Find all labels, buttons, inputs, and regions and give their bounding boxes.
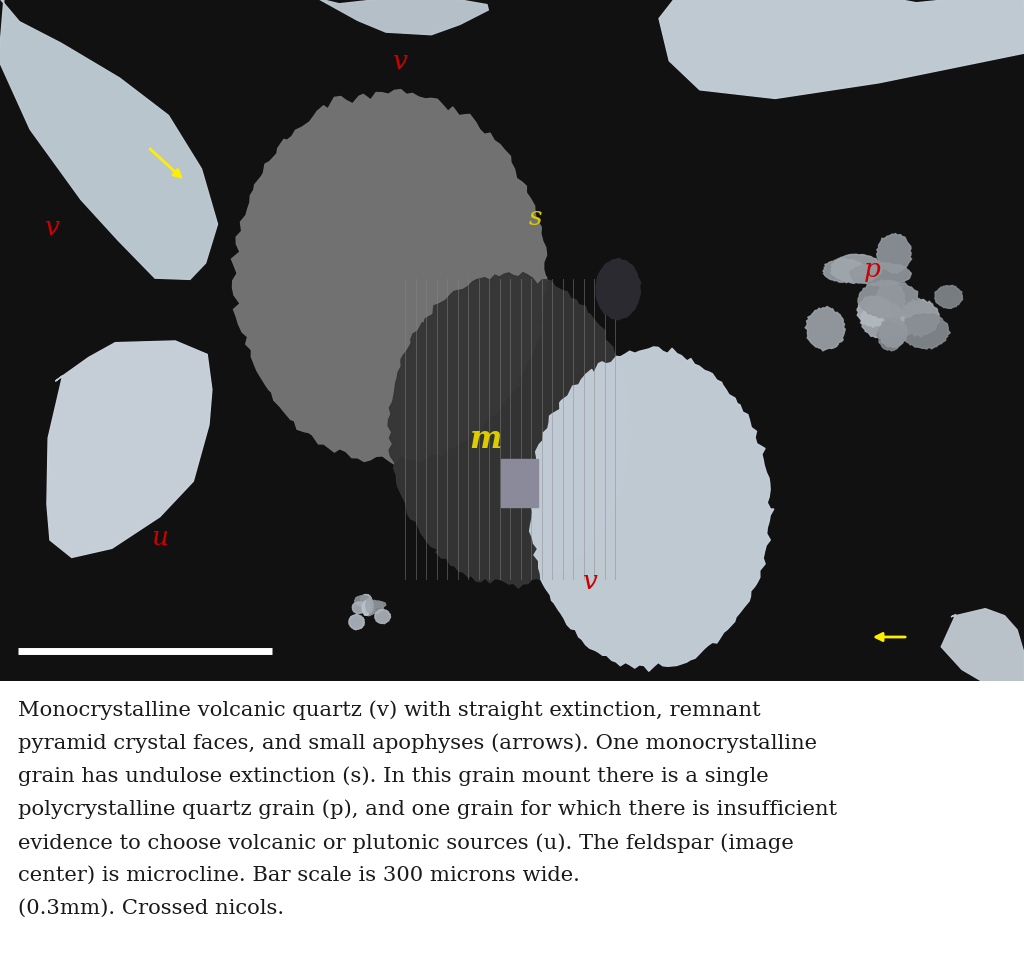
Polygon shape <box>388 274 632 588</box>
Polygon shape <box>899 299 940 337</box>
Polygon shape <box>858 280 921 319</box>
Text: (0.3mm). Crossed nicols.: (0.3mm). Crossed nicols. <box>18 899 284 918</box>
Text: s: s <box>528 205 542 231</box>
Polygon shape <box>318 0 488 35</box>
Polygon shape <box>877 281 906 323</box>
Polygon shape <box>823 259 866 283</box>
Text: pyramid crystal faces, and small apophyses (arrows). One monocrystalline: pyramid crystal faces, and small apophys… <box>18 733 817 752</box>
Text: p: p <box>863 257 881 282</box>
Bar <box>501 459 538 507</box>
Polygon shape <box>368 600 383 614</box>
Polygon shape <box>878 322 903 352</box>
Polygon shape <box>596 259 641 320</box>
Text: center) is microcline. Bar scale is 300 microns wide.: center) is microcline. Bar scale is 300 … <box>18 865 580 884</box>
Polygon shape <box>375 610 390 624</box>
Polygon shape <box>231 91 547 465</box>
Polygon shape <box>935 286 963 309</box>
Text: grain has undulose extinction (s). In this grain mount there is a single: grain has undulose extinction (s). In th… <box>18 766 769 785</box>
Polygon shape <box>877 234 911 274</box>
Polygon shape <box>47 341 212 558</box>
Polygon shape <box>367 602 378 610</box>
Polygon shape <box>352 602 366 614</box>
Polygon shape <box>370 601 386 608</box>
Text: Monocrystalline volcanic quartz (v) with straight extinction, remnant: Monocrystalline volcanic quartz (v) with… <box>18 700 761 720</box>
Polygon shape <box>659 0 1024 99</box>
Text: v: v <box>392 50 408 74</box>
Polygon shape <box>900 314 950 350</box>
Polygon shape <box>366 598 374 614</box>
Polygon shape <box>0 0 217 280</box>
Text: polycrystalline quartz grain (p), and one grain for which there is insufficient: polycrystalline quartz grain (p), and on… <box>18 799 838 819</box>
Polygon shape <box>850 263 911 287</box>
Polygon shape <box>366 604 375 613</box>
Polygon shape <box>367 602 375 613</box>
Polygon shape <box>362 601 371 616</box>
Text: v: v <box>583 569 597 594</box>
Polygon shape <box>879 318 907 349</box>
Polygon shape <box>362 604 376 616</box>
Polygon shape <box>860 300 904 339</box>
Polygon shape <box>941 609 1024 684</box>
Polygon shape <box>830 255 883 284</box>
Polygon shape <box>857 297 890 328</box>
Text: u: u <box>152 525 169 550</box>
Polygon shape <box>354 596 372 606</box>
Polygon shape <box>805 307 845 352</box>
Polygon shape <box>349 615 365 630</box>
Polygon shape <box>360 595 372 603</box>
Text: v: v <box>45 215 59 240</box>
Text: evidence to choose volcanic or plutonic sources (u). The feldspar (image: evidence to choose volcanic or plutonic … <box>18 832 794 852</box>
Polygon shape <box>366 606 373 613</box>
Polygon shape <box>529 348 774 672</box>
Text: m: m <box>469 424 501 455</box>
